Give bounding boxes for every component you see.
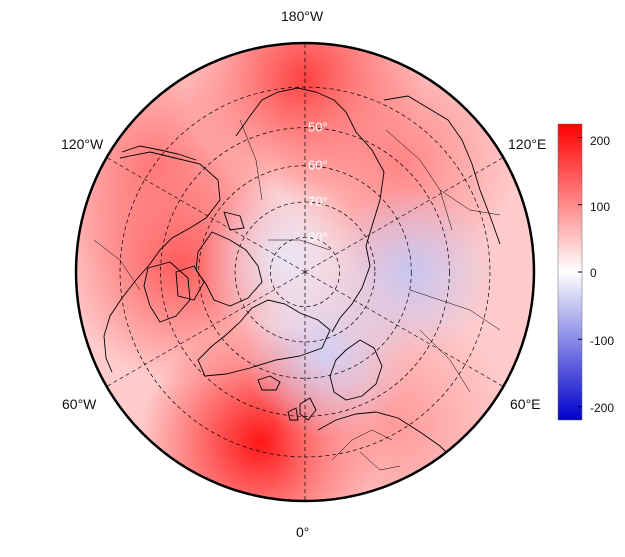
border-line: [239, 119, 263, 201]
colorbar-tick-label: 0: [590, 266, 597, 280]
hudson-bay: [143, 261, 191, 323]
british-isles: [287, 397, 317, 421]
eurasia-coast: [235, 87, 385, 333]
border-line: [409, 289, 501, 331]
longitude-label-upper-right: 120°E: [508, 136, 547, 152]
border-line: [268, 239, 331, 251]
longitude-label-lower-left: 60°W: [62, 396, 97, 412]
colorbar-ticks: [578, 136, 582, 408]
iceland: [257, 375, 281, 391]
longitude-label-top: 180°W: [281, 8, 324, 24]
meridian-300: [304, 271, 504, 387]
east-asia-coast: [383, 95, 501, 245]
border-line: [359, 451, 401, 471]
latitude-circle-80: [269, 236, 341, 308]
colorbar: [557, 123, 583, 421]
graticule: [106, 43, 504, 501]
latitude-circle-50: [160, 127, 450, 417]
border-line: [419, 329, 471, 393]
latitude-ring-label-50: 50°: [308, 120, 328, 135]
europe-coast: [317, 411, 457, 463]
scandinavia: [329, 339, 383, 401]
border-line: [93, 239, 141, 291]
meridian-60: [106, 271, 306, 387]
latitude-circle-70: [234, 201, 376, 343]
greenland-coast: [197, 299, 331, 377]
alaska-coast: [121, 145, 197, 161]
colorbar-tick-label: 100: [590, 200, 611, 214]
colorbar-tick-label: -100: [590, 334, 615, 348]
latitude-ring-label-70: 70°: [308, 194, 328, 209]
coastlines: [103, 87, 501, 463]
anomaly-field: [76, 43, 534, 501]
colorbar-tick-label: -200: [590, 401, 615, 415]
north-america-coast: [103, 151, 221, 373]
latitude-ring-labels: 50° 60° 70° 80°: [308, 120, 328, 245]
border-line: [385, 129, 453, 231]
canadian-archipelago: [175, 211, 263, 307]
map-boundary: [74, 41, 536, 503]
longitude-label-lower-right: 60°E: [510, 396, 541, 412]
border-line: [439, 189, 501, 216]
meridian-120: [106, 157, 306, 273]
border-line: [331, 429, 393, 461]
latitude-ring-label-80: 80°: [308, 229, 328, 244]
longitude-label-bottom: 0°: [296, 524, 310, 540]
meridian-240: [304, 157, 504, 273]
country-borders: [93, 119, 501, 471]
colorbar-tick-label: 200: [590, 134, 611, 148]
longitude-label-upper-left: 120°W: [61, 136, 104, 152]
latitude-ring-label-60: 60°: [308, 158, 328, 173]
